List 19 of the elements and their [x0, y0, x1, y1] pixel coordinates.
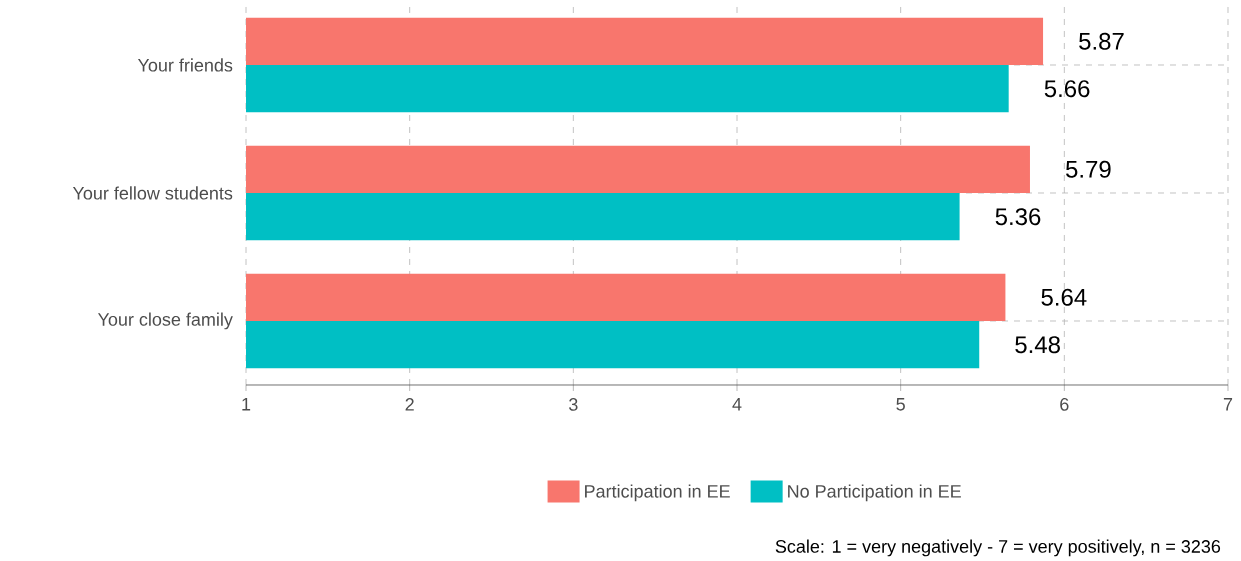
- x-tick-label: 2: [405, 398, 414, 411]
- data-label: 5.79: [1066, 160, 1111, 178]
- data-label: 5.64: [1041, 288, 1087, 306]
- y-tick-label: Your close family: [97, 312, 233, 330]
- x-tick-label: 7: [1223, 398, 1233, 411]
- y-tick-label: Your friends: [137, 58, 233, 72]
- data-label: 5.87: [1079, 32, 1124, 50]
- x-tick-label: 5: [896, 398, 905, 411]
- data-label: 5.48: [1015, 336, 1060, 354]
- x-tick-label: 3: [569, 398, 578, 411]
- x-tick-label: 4: [732, 398, 742, 411]
- x-tick-label: 1: [242, 398, 251, 411]
- data-label: 5.66: [1044, 80, 1090, 98]
- y-tick-label: Your fellow students: [72, 186, 233, 200]
- text: Scale: 1 = very negatively - 7 = very positively, n = 3236: [775, 539, 1221, 557]
- legend-label: No Participation in EE: [788, 484, 961, 502]
- legend-label: Participation in EE: [585, 484, 730, 502]
- x-tick-label: 6: [1060, 398, 1069, 411]
- data-label: 5.36: [995, 208, 1041, 226]
